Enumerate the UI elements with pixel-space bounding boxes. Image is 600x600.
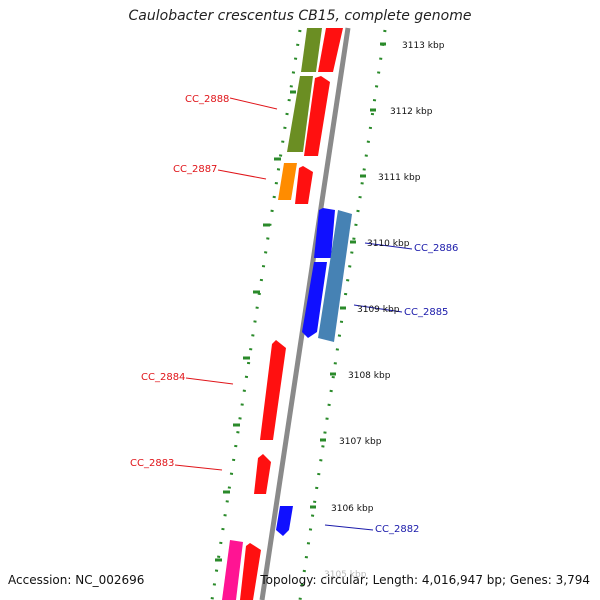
scale-label-faded: 3105 kbp [324,570,367,580]
scale-label: 3113 kbp [402,41,445,51]
leader-cc2886 [364,242,413,250]
gene-olive-top [301,28,322,72]
gene-red-bottom [240,543,261,600]
scale-label: 3106 kbp [331,504,374,514]
scale-label: 3107 kbp [339,437,382,447]
gene-red-cc2887 [295,166,313,204]
gene-label-cc2888[interactable]: CC_2888 [185,94,229,105]
gene-label-cc2885[interactable]: CC_2885 [404,307,448,318]
leader-cc2883 [174,464,223,471]
gene-magenta-bottom [222,540,243,600]
gene-blue-cc2882 [276,506,293,536]
scale-label: 3108 kbp [348,371,391,381]
genome-backbone [259,27,351,600]
leader-cc2885 [353,304,403,313]
scale-label: 3109 kbp [357,305,400,315]
gene-label-cc2884[interactable]: CC_2884 [141,372,185,383]
leader-cc2888 [229,97,278,110]
gene-red-top [318,28,343,72]
map-title: Caulobacter crescentus CB15, complete ge… [128,8,472,24]
scale-label: 3111 kbp [378,173,421,183]
gene-blue-cc2886 [314,208,335,258]
accession-label: Accession: NC_002696 [8,573,145,587]
scale-label: 3110 kbp [367,239,410,249]
gene-red-cc2888 [304,76,330,156]
leader-cc2882 [324,524,374,531]
gene-label-cc2887[interactable]: CC_2887 [173,164,217,175]
scale-label: 3112 kbp [390,107,433,117]
gene-red-cc2883 [254,454,271,494]
gene-label-cc2886[interactable]: CC_2886 [414,243,458,254]
gene-blue-cc2885 [302,262,327,338]
topology-label: Topology: circular; Length: 4,016,947 bp… [260,573,590,587]
gene-orange-cc2887 [278,163,297,200]
gene-steelblue-cc2886 [318,210,352,342]
left-major-ticks [215,90,296,562]
gene-red-cc2884 [260,340,286,440]
gene-olive-cc2888 [287,76,313,152]
leader-cc2884 [185,377,234,385]
leader-cc2887 [217,169,267,180]
right-major-ticks [310,42,386,509]
gene-label-cc2883[interactable]: CC_2883 [130,458,174,469]
gene-label-cc2882[interactable]: CC_2882 [375,524,419,535]
